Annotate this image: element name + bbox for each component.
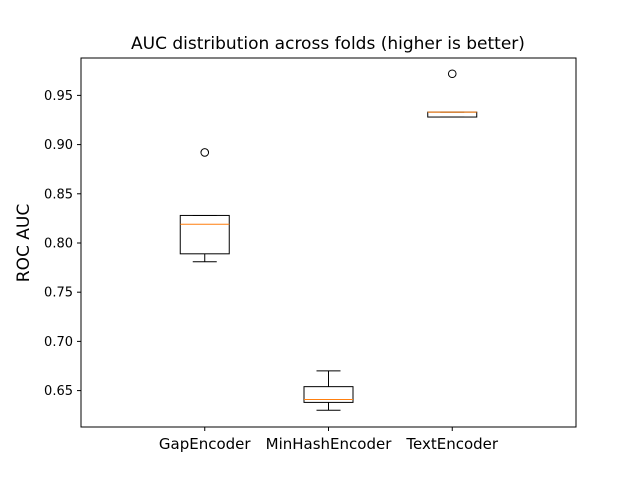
box-MinHashEncoder bbox=[303, 370, 354, 411]
y-axis: 0.65 0.70 0.75 0.80 0.85 0.90 0.95 bbox=[44, 89, 81, 399]
box-TextEncoder bbox=[427, 69, 478, 118]
y-axis-label: ROC AUC bbox=[14, 204, 34, 282]
y-tick-label: 0.85 bbox=[44, 187, 73, 202]
outlier-point bbox=[200, 148, 210, 157]
x-tick-label: TextEncoder bbox=[405, 435, 498, 453]
x-tick-label: GapEncoder bbox=[159, 435, 251, 453]
y-tick-label: 0.90 bbox=[44, 138, 73, 153]
iqr-box bbox=[427, 111, 478, 118]
y-tick-label: 0.75 bbox=[44, 286, 73, 301]
outlier-point bbox=[447, 69, 457, 79]
y-tick-label: 0.65 bbox=[44, 384, 73, 399]
iqr-box bbox=[179, 214, 230, 255]
y-tick-label: 0.70 bbox=[44, 335, 73, 350]
x-axis: GapEncoder MinHashEncoder TextEncoder bbox=[159, 427, 499, 453]
box-GapEncoder bbox=[179, 148, 230, 263]
boxes-group bbox=[179, 69, 478, 411]
chart-title: AUC distribution across folds (higher is… bbox=[131, 34, 525, 54]
y-tick-label: 0.95 bbox=[44, 89, 73, 104]
iqr-box bbox=[303, 386, 354, 403]
y-tick-label: 0.80 bbox=[44, 236, 73, 251]
x-tick-label: MinHashEncoder bbox=[266, 435, 393, 453]
